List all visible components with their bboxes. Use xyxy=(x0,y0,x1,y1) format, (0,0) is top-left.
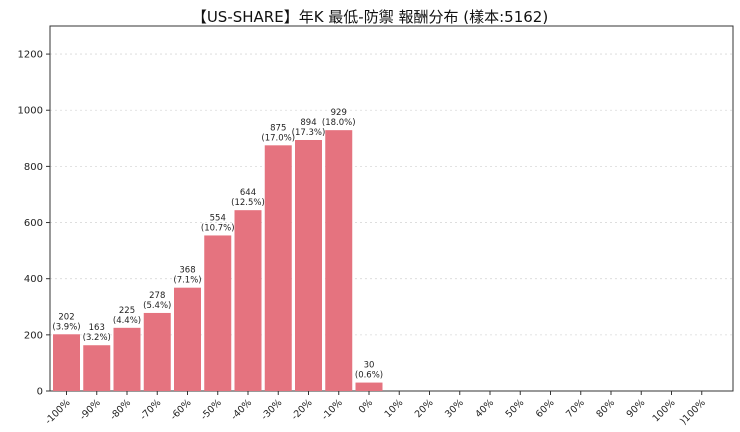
bar-0% xyxy=(355,382,383,391)
x-tick-label: 90% xyxy=(625,397,648,420)
y-tick-label: 200 xyxy=(24,330,43,341)
x-tick-label: )100% xyxy=(678,397,708,427)
data-label-pct: (0.6%) xyxy=(355,371,383,381)
data-label-count: 202 xyxy=(58,312,74,322)
x-tick-label: -90% xyxy=(78,397,103,422)
y-tick-label: 1200 xyxy=(18,50,43,61)
bar--10% xyxy=(325,130,353,391)
data-label-count: 225 xyxy=(119,306,135,316)
x-tick-label: 60% xyxy=(534,397,557,420)
x-tick-label: 40% xyxy=(473,397,496,420)
data-label-count: 163 xyxy=(89,323,105,333)
x-tick-label: 30% xyxy=(443,397,466,420)
x-tick-label: -20% xyxy=(289,397,314,422)
data-label-pct: (17.3%) xyxy=(292,128,326,138)
data-label-pct: (3.9%) xyxy=(52,322,80,332)
x-tick-label: -50% xyxy=(199,397,224,422)
y-tick-label: 800 xyxy=(24,162,43,173)
data-label-count: 30 xyxy=(364,361,375,371)
data-label-pct: (4.4%) xyxy=(113,316,141,326)
x-tick-label: 50% xyxy=(504,397,527,420)
plot-frame xyxy=(49,25,734,392)
bar--20% xyxy=(295,139,322,391)
x-tick-label: 80% xyxy=(594,397,617,420)
data-label-count: 554 xyxy=(210,213,226,223)
data-label-count: 644 xyxy=(240,188,256,198)
data-label-count: 929 xyxy=(331,108,347,118)
x-tick-label: -80% xyxy=(108,397,133,422)
data-label-pct: (5.4%) xyxy=(143,301,171,311)
x-tick-label: 10% xyxy=(383,397,406,420)
x-tick-label: 70% xyxy=(564,397,587,420)
data-label-count: 875 xyxy=(270,123,286,133)
bar--30% xyxy=(264,145,292,391)
x-tick-label: -30% xyxy=(259,397,284,422)
data-label-count: 278 xyxy=(149,291,165,301)
y-tick-label: 600 xyxy=(24,218,43,229)
x-tick-label: 0% xyxy=(357,397,375,415)
x-tick-label: -10% xyxy=(320,397,345,422)
x-tick-label: -40% xyxy=(229,397,254,422)
y-tick-label: 400 xyxy=(24,274,43,285)
bar--50% xyxy=(204,235,232,391)
data-label-count: 894 xyxy=(300,118,316,128)
bar--70% xyxy=(143,312,171,391)
y-tick-label: 0 xyxy=(37,387,43,398)
bar--60% xyxy=(174,287,201,391)
bar--100% xyxy=(53,334,80,391)
x-tick-label: -70% xyxy=(138,397,163,422)
data-label-pct: (12.5%) xyxy=(231,198,265,208)
bar--40% xyxy=(234,210,262,391)
data-label-pct: (10.7%) xyxy=(201,223,235,233)
chart-title: 【US-SHARE】年K 最低-防禦 報酬分布 (樣本:5162) xyxy=(191,8,549,26)
data-label-pct: (7.1%) xyxy=(173,276,201,286)
data-label-pct: (18.0%) xyxy=(322,118,356,128)
bar--90% xyxy=(83,345,111,391)
bar--80% xyxy=(113,327,141,391)
x-tick-label: -60% xyxy=(168,397,193,422)
x-tick-label: -100% xyxy=(43,397,72,426)
data-label-pct: (17.0%) xyxy=(261,133,295,143)
x-tick-label: 100% xyxy=(651,397,678,424)
data-label-count: 368 xyxy=(179,266,195,276)
y-tick-label: 1000 xyxy=(18,106,43,117)
x-tick-label: 20% xyxy=(413,397,436,420)
data-label-pct: (3.2%) xyxy=(83,333,111,343)
